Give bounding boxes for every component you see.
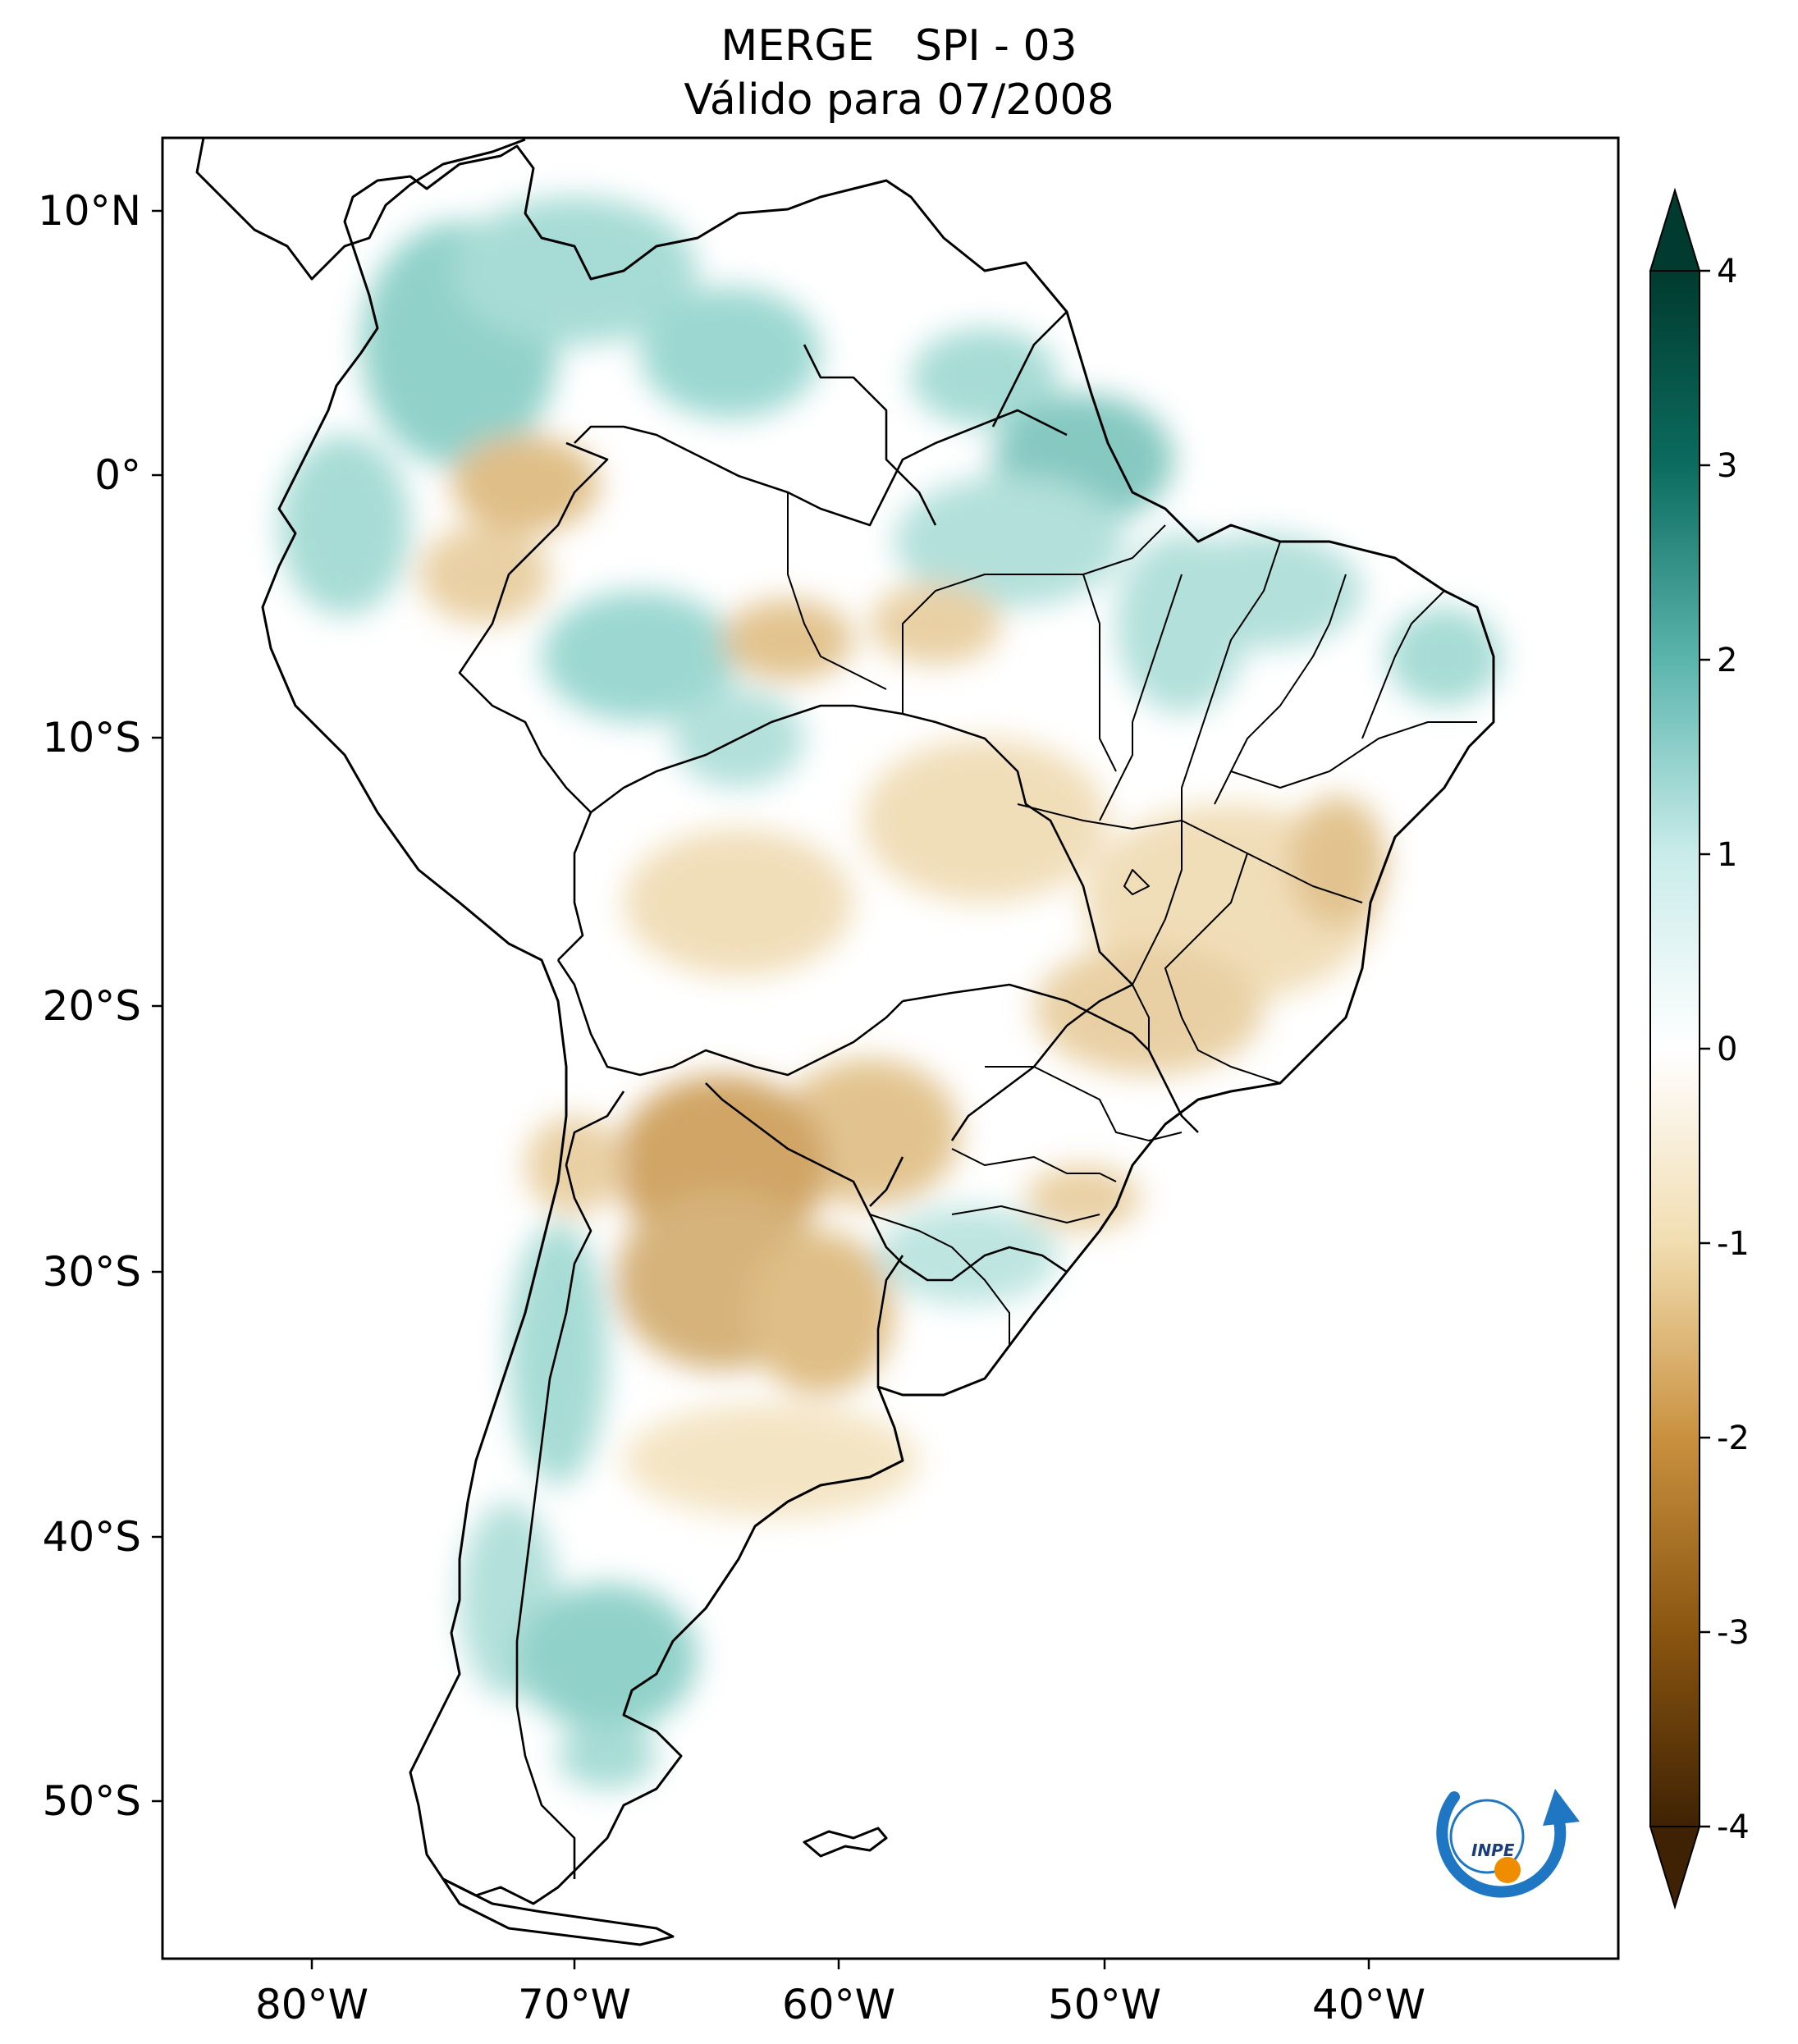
lon-tick-marks bbox=[310, 1959, 1370, 1969]
cb-label-3: 3 bbox=[1717, 447, 1737, 485]
cb-label-neg3: -3 bbox=[1717, 1614, 1750, 1652]
lat-label-20s: 20°S bbox=[43, 982, 141, 1030]
lat-label-30s: 30°S bbox=[43, 1248, 141, 1296]
inpe-logo-text: INPE bbox=[1471, 1841, 1515, 1860]
lat-label-40s: 40°S bbox=[43, 1513, 141, 1561]
map-area bbox=[195, 138, 1502, 1946]
map-title: MERGE SPI - 03 bbox=[721, 21, 1077, 71]
lat-tick-marks bbox=[152, 209, 162, 1803]
colorbar-tick-labels: 4 3 2 1 0 -1 -2 -3 -4 bbox=[1717, 253, 1750, 1846]
colorbar-body bbox=[1649, 270, 1700, 1827]
lat-tick-labels: 10°N 0° 10°S 20°S 30°S 40°S 50°S bbox=[38, 187, 141, 1825]
colorbar-tick-marks bbox=[1700, 269, 1710, 1828]
cb-label-1: 1 bbox=[1717, 836, 1737, 874]
coastlines bbox=[195, 138, 1495, 1946]
map-subtitle: Válido para 07/2008 bbox=[684, 75, 1114, 125]
map-frame bbox=[161, 136, 1620, 1960]
state-borders bbox=[787, 492, 1477, 1346]
inpe-logo-dot bbox=[1494, 1857, 1521, 1883]
lon-label-50w: 50°W bbox=[1048, 1981, 1161, 2028]
lat-label-10s: 10°S bbox=[43, 714, 141, 761]
colorbar: 4 3 2 1 0 -1 -2 -3 -4 bbox=[1649, 187, 1750, 1910]
cb-label-neg2: -2 bbox=[1717, 1420, 1750, 1457]
cb-label-neg4: -4 bbox=[1717, 1809, 1750, 1846]
lon-label-80w: 80°W bbox=[255, 1981, 368, 2028]
cb-label-0: 0 bbox=[1717, 1031, 1737, 1068]
cb-label-neg1: -1 bbox=[1717, 1225, 1750, 1263]
colorbar-min-extend bbox=[1649, 1826, 1701, 1910]
spi-shading bbox=[279, 197, 1502, 1789]
lat-label-50s: 50°S bbox=[43, 1777, 141, 1825]
country-borders bbox=[458, 311, 1199, 1879]
lon-tick-labels: 80°W 70°W 60°W 50°W 40°W bbox=[255, 1981, 1425, 2028]
lat-label-0: 0° bbox=[94, 451, 141, 499]
cb-label-4: 4 bbox=[1717, 253, 1737, 290]
inpe-logo: INPE bbox=[1436, 1789, 1580, 1898]
lon-label-40w: 40°W bbox=[1312, 1981, 1425, 2028]
lat-label-10n: 10°N bbox=[38, 187, 141, 235]
lon-label-60w: 60°W bbox=[782, 1981, 895, 2028]
cb-label-2: 2 bbox=[1717, 642, 1737, 679]
lon-label-70w: 70°W bbox=[518, 1981, 631, 2028]
colorbar-max-extend bbox=[1649, 187, 1701, 272]
